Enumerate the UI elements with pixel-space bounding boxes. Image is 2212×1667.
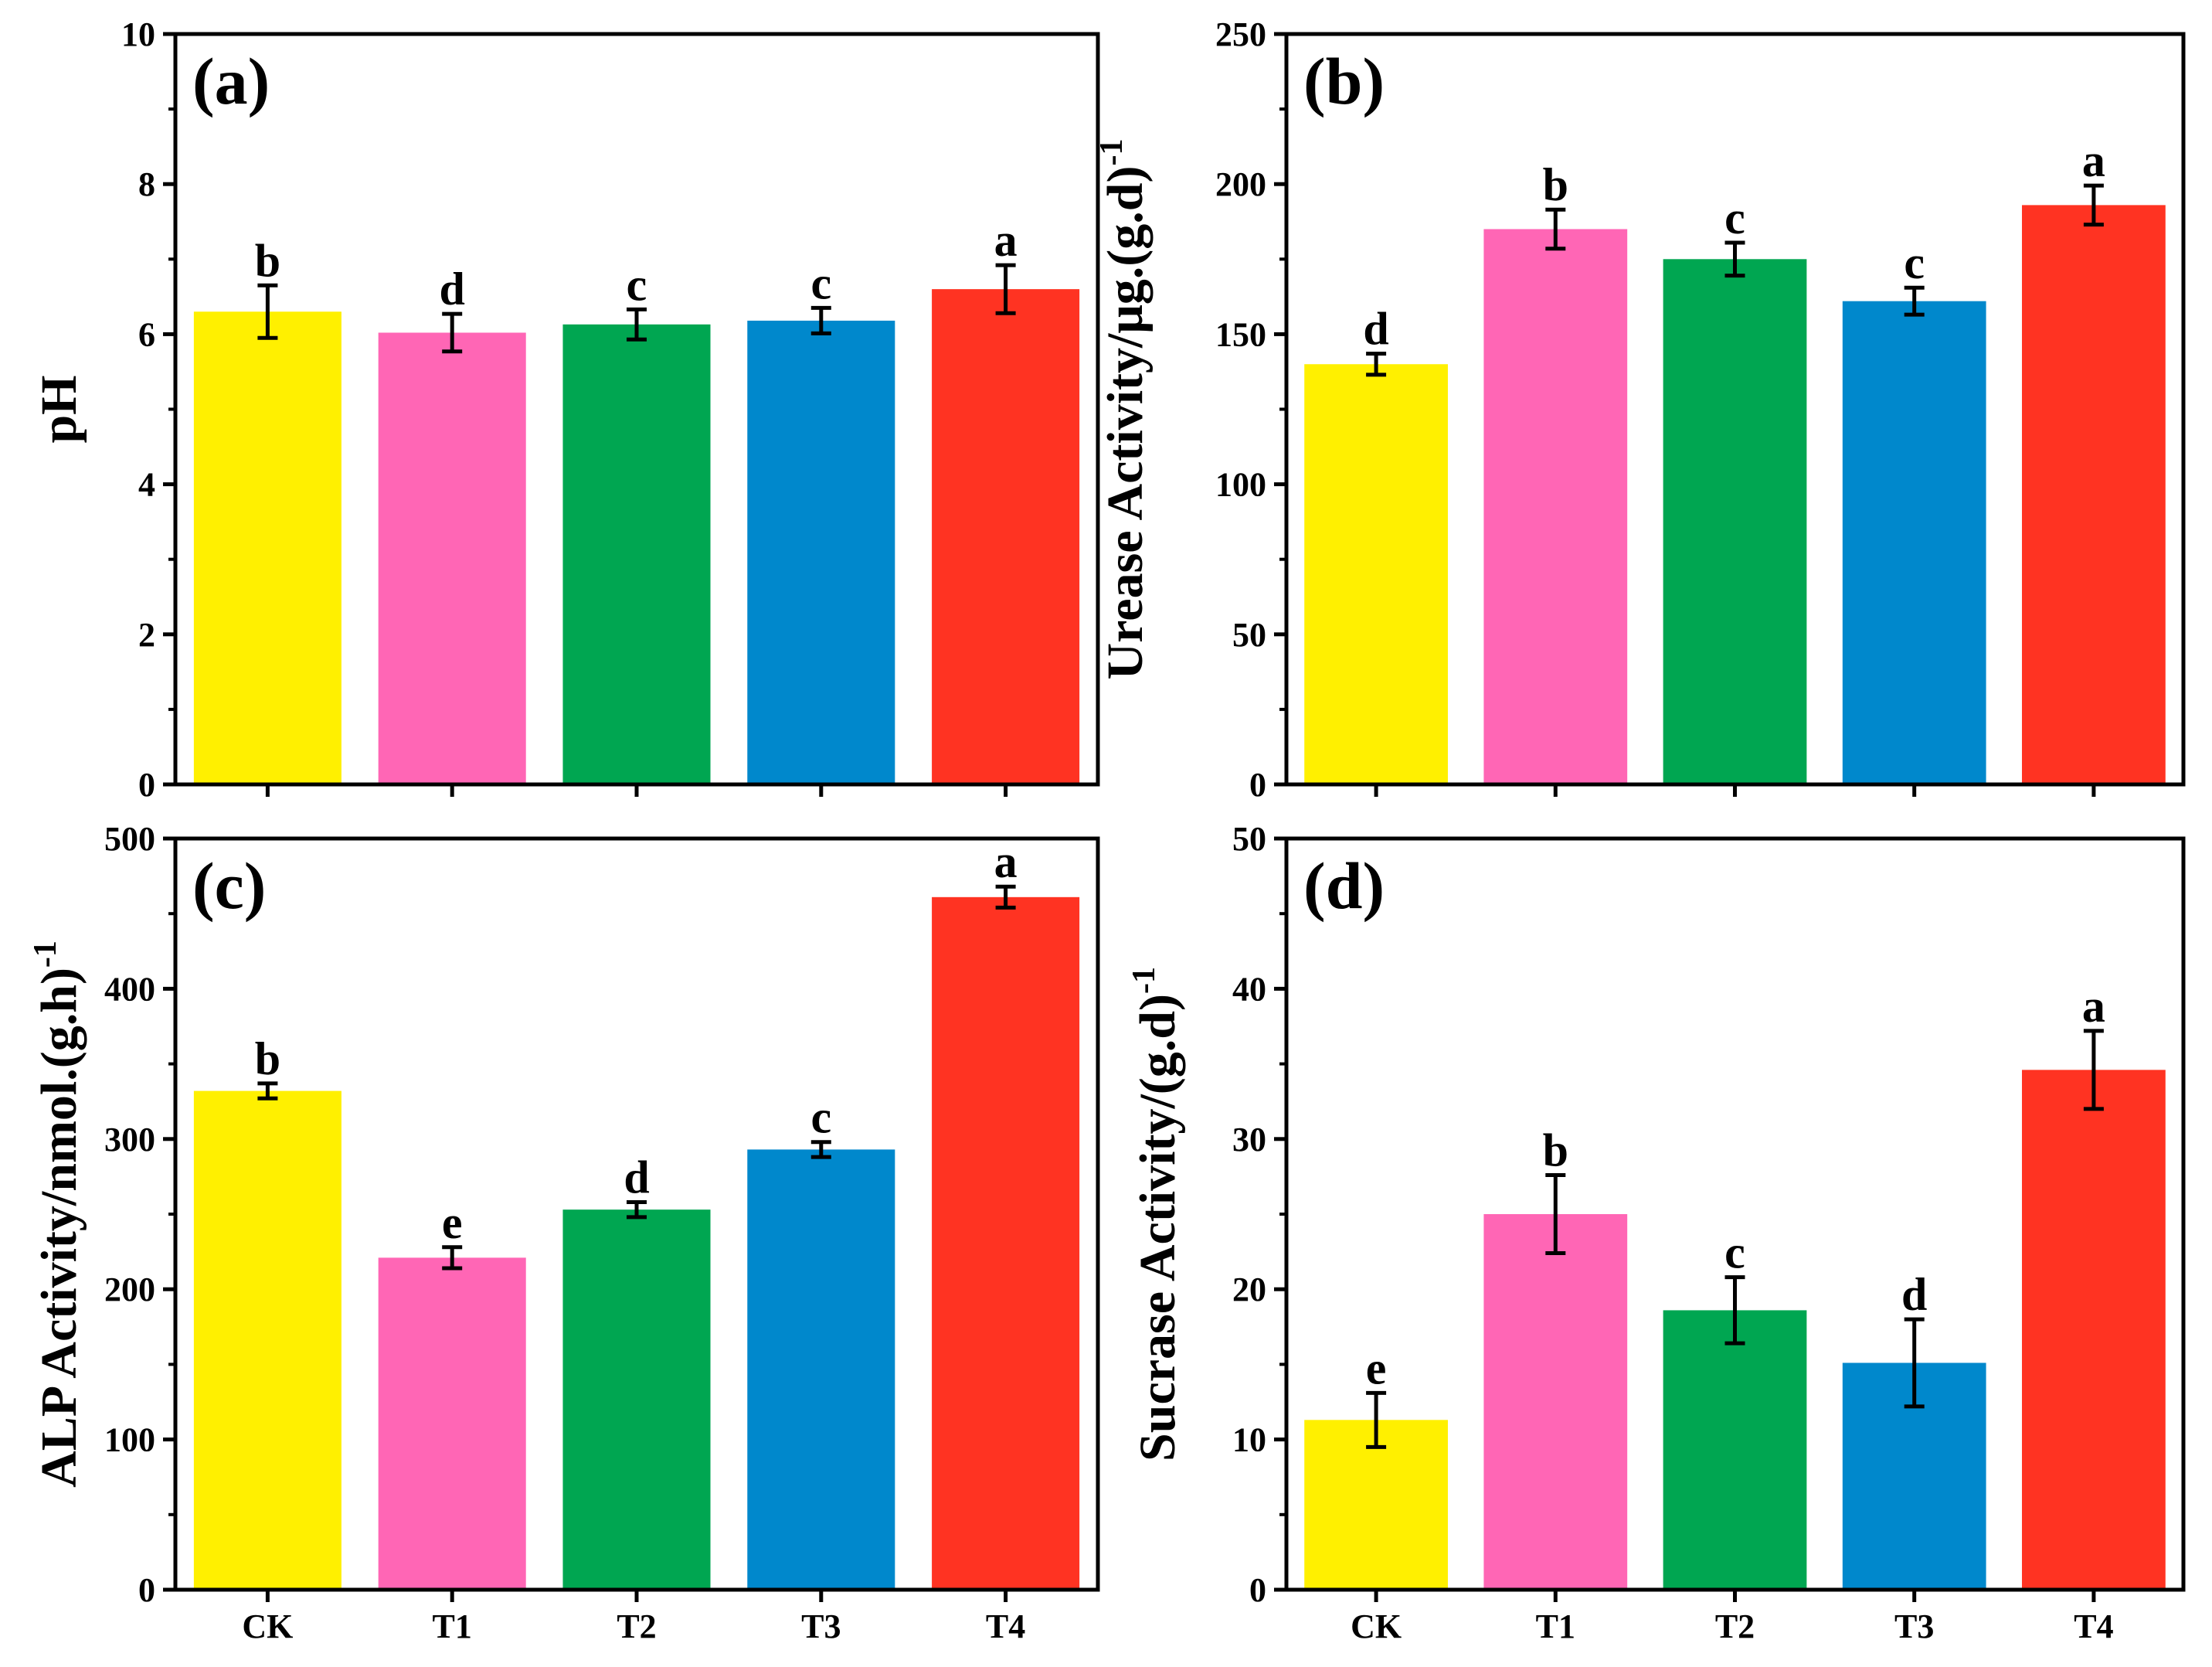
bar-t2 <box>562 1209 711 1590</box>
y-tick-label: 300 <box>104 1121 155 1158</box>
y-tick-label: 150 <box>1215 315 1266 353</box>
y-tick-label: 6 <box>138 315 155 353</box>
bar-t2 <box>1663 259 1807 784</box>
x-tick-label: T2 <box>1715 1607 1755 1645</box>
y-tick-label: 4 <box>138 466 155 504</box>
y-tick-label: 10 <box>1232 1421 1266 1459</box>
significance-letter: d <box>1901 1269 1927 1320</box>
chart-panel-d: e b c d a 0 10 20 30 40 50 CK T1 T2 T3 T4 Sucrase Activi… <box>1126 820 2186 1645</box>
bar-t3 <box>1842 301 1986 784</box>
bar-t2 <box>1663 1310 1807 1590</box>
significance-letter: d <box>624 1152 649 1203</box>
significance-letter: e <box>1366 1342 1387 1393</box>
panel-label: (a) <box>192 44 270 118</box>
y-tick-label: 20 <box>1232 1271 1266 1308</box>
y-axis-title-superscript: -1 <box>28 941 63 968</box>
y-tick-label: 30 <box>1232 1121 1266 1158</box>
y-axis-title: Urease Activity/μg.(g.d)-1 <box>1094 139 1154 680</box>
bar-t1 <box>378 1257 526 1590</box>
y-tick-label: 0 <box>138 766 155 804</box>
x-tick-label: T3 <box>801 1607 841 1645</box>
x-tick-label: CK <box>1351 1607 1402 1645</box>
significance-letter: a <box>2082 981 2105 1032</box>
significance-letter: e <box>442 1197 463 1248</box>
y-tick-label: 50 <box>1232 820 1266 858</box>
significance-letter: b <box>255 235 280 286</box>
y-tick-label: 100 <box>104 1421 155 1459</box>
bar-t3 <box>747 320 895 784</box>
y-tick-label: 200 <box>104 1271 155 1308</box>
y-axis-title-superscript: -1 <box>1094 139 1130 166</box>
chart-panel-c: b e d c a 0 100 200 300 400 500 CK T1 T2 T3 T4 ALP Activ… <box>28 820 1100 1645</box>
y-axis-title: ALP Activity/nmol.(g.h)-1 <box>28 941 87 1488</box>
x-tick-label: T4 <box>986 1607 1025 1645</box>
bar-t1 <box>378 332 526 784</box>
bar-t4 <box>932 896 1080 1590</box>
bar-ck <box>193 311 341 784</box>
significance-letter: b <box>1543 1124 1568 1175</box>
y-tick-label: 10 <box>121 15 155 53</box>
y-axis-title-text: Urease Activity/μg.(g.d) <box>1097 166 1154 680</box>
y-axis-title-text: ALP Activity/nmol.(g.h) <box>31 968 87 1488</box>
significance-letter: c <box>810 1092 831 1143</box>
y-tick-label: 400 <box>104 970 155 1008</box>
y-tick-label: 0 <box>1249 766 1266 804</box>
panel-label: (c) <box>192 849 266 923</box>
y-axis-title: pH <box>31 375 87 443</box>
significance-letter: b <box>255 1033 280 1084</box>
y-tick-label: 40 <box>1232 970 1266 1008</box>
significance-letter: a <box>2082 135 2105 186</box>
significance-letter: d <box>440 264 465 315</box>
y-tick-label: 200 <box>1215 165 1266 203</box>
y-tick-label: 8 <box>138 165 155 203</box>
y-axis-title-text: pH <box>31 375 87 443</box>
y-tick-label: 0 <box>1249 1571 1266 1609</box>
y-tick-label: 2 <box>138 616 155 654</box>
significance-letter: c <box>1904 237 1925 288</box>
bar-t4 <box>2022 205 2166 784</box>
significance-letter: c <box>1724 192 1745 243</box>
y-tick-label: 250 <box>1215 15 1266 53</box>
bar-t1 <box>1483 229 1628 785</box>
significance-letter: c <box>810 257 831 308</box>
y-axis-title: Sucrase Activity/(g.d)-1 <box>1126 967 1186 1461</box>
significance-letter: c <box>1724 1227 1745 1278</box>
y-tick-label: 100 <box>1215 466 1266 504</box>
x-tick-label: T2 <box>617 1607 656 1645</box>
panel-label: (d) <box>1303 849 1385 923</box>
bar-t2 <box>562 324 711 785</box>
x-tick-label: T4 <box>2074 1607 2113 1645</box>
significance-letter: b <box>1543 159 1568 210</box>
significance-letter: a <box>994 215 1018 266</box>
chart-panel-b: d b c c a 0 50 100 150 200 250 Urease Activity/μg.(… <box>1094 15 2186 804</box>
y-tick-label: 500 <box>104 820 155 858</box>
y-tick-label: 50 <box>1232 616 1266 654</box>
bar-ck <box>193 1090 341 1590</box>
x-tick-label: T1 <box>433 1607 472 1645</box>
y-tick-label: 0 <box>138 1571 155 1609</box>
x-tick-label: T1 <box>1536 1607 1575 1645</box>
bar-t1 <box>1483 1214 1628 1590</box>
x-tick-label: CK <box>242 1607 293 1645</box>
bar-ck <box>1304 364 1448 784</box>
significance-letter: c <box>627 259 647 310</box>
y-axis-title-text: Sucrase Activity/(g.d) <box>1130 994 1186 1461</box>
panel-label: (b) <box>1303 44 1385 118</box>
y-axis-title-superscript: -1 <box>1126 967 1162 994</box>
x-tick-label: T3 <box>1894 1607 1934 1645</box>
chart-panel-a: b d c c a 0 2 4 6 8 10 pH (a) <box>31 15 1100 804</box>
bar-t4 <box>932 289 1080 784</box>
significance-letter: a <box>994 836 1018 887</box>
bar-t4 <box>2022 1070 2166 1590</box>
bar-t3 <box>747 1149 895 1590</box>
significance-letter: d <box>1363 304 1388 355</box>
